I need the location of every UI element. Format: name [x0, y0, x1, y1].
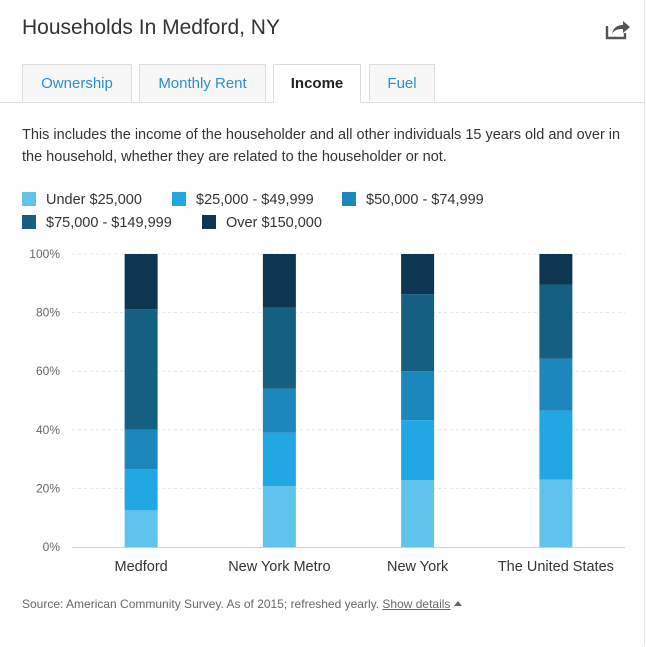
caret-up-icon	[453, 601, 462, 606]
legend-item-over-150k: Over $150,000	[202, 213, 322, 233]
bar-segment	[539, 358, 573, 411]
bar-segment	[401, 480, 435, 547]
card-header: Households In Medford, NY	[22, 14, 632, 46]
source-text: Source: American Community Survey. As of…	[22, 597, 380, 611]
bar-segment	[539, 479, 573, 547]
bar-segment	[539, 254, 573, 285]
bar-segment	[262, 486, 296, 547]
bar-segment	[262, 388, 296, 433]
source-note: Source: American Community Survey. As of…	[22, 597, 462, 611]
bar-segment	[124, 429, 158, 470]
legend-label: $75,000 - $149,999	[46, 215, 172, 231]
legend-label: $50,000 - $74,999	[366, 192, 484, 208]
bar-segment	[124, 469, 158, 511]
bar-segment	[401, 420, 435, 481]
income-chart: 0% 20% 40% 60% 80% 100% Medford New York Metro N…	[29, 247, 625, 575]
bar-segment	[262, 432, 296, 487]
bar-segment	[124, 254, 158, 310]
legend-label: Over $150,000	[226, 215, 322, 231]
tab-bar: Ownership Monthly Rent Income Fuel	[0, 64, 644, 103]
x-tick-label: Medford	[115, 559, 168, 575]
legend-item-under-25k: Under $25,000	[22, 190, 142, 210]
legend-item-25k-49k: $25,000 - $49,999	[172, 190, 314, 210]
legend-item-50k-74k: $50,000 - $74,999	[342, 190, 484, 210]
bar-segment	[262, 307, 296, 389]
tab-ownership[interactable]: Ownership	[22, 64, 132, 101]
legend-swatch	[342, 192, 356, 206]
tab-monthly-rent[interactable]: Monthly Rent	[139, 64, 266, 101]
x-tick-label: The United States	[498, 559, 614, 575]
page-title: Households In Medford, NY	[22, 16, 280, 39]
bar-segment	[124, 510, 158, 547]
y-tick-label: 20%	[36, 481, 60, 495]
y-tick-label: 40%	[36, 423, 60, 437]
legend-item-75k-149k: $75,000 - $149,999	[22, 213, 172, 233]
bar-segment	[539, 410, 573, 480]
tab-fuel[interactable]: Fuel	[369, 64, 435, 101]
legend-swatch	[172, 192, 186, 206]
share-icon[interactable]	[604, 17, 632, 41]
bar-segment	[124, 309, 158, 430]
description-text: This includes the income of the househol…	[22, 127, 621, 165]
bar-segment	[401, 371, 435, 421]
y-tick-label: 100%	[29, 247, 60, 261]
tab-income[interactable]: Income	[273, 64, 361, 103]
bar-segment	[262, 254, 296, 308]
x-tick-label: New York	[387, 559, 449, 575]
bar-segment	[401, 294, 435, 372]
x-tick-label: New York Metro	[228, 559, 330, 575]
bar-segment	[401, 254, 435, 295]
legend-label: $25,000 - $49,999	[196, 192, 314, 208]
y-tick-label: 80%	[36, 306, 60, 320]
y-tick-label: 0%	[43, 540, 61, 554]
bar-segment	[539, 284, 573, 359]
legend-swatch	[22, 215, 36, 229]
show-details-link[interactable]: Show details	[382, 597, 451, 611]
legend-swatch	[202, 215, 216, 229]
y-tick-label: 60%	[36, 364, 60, 378]
legend-swatch	[22, 192, 36, 206]
legend-label: Under $25,000	[46, 192, 142, 208]
